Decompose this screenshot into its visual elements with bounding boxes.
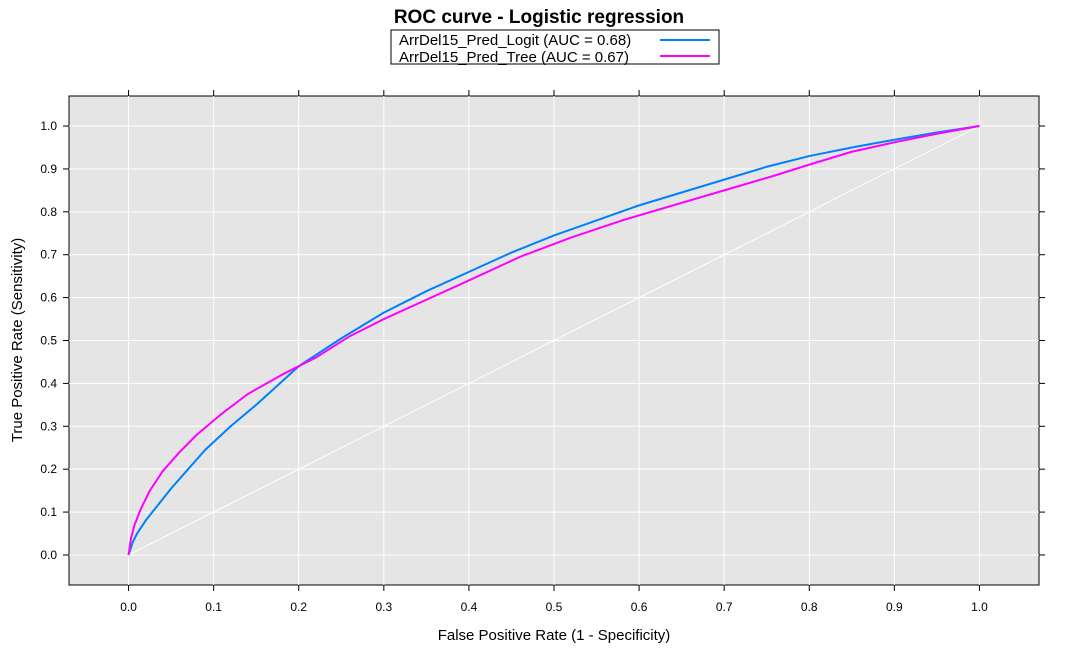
y-tick-label: 0.5: [40, 334, 57, 348]
legend-box: [390, 29, 720, 65]
y-axis-label: True Positive Rate (Sensitivity): [9, 238, 26, 443]
y-tick-label: 0.2: [40, 462, 57, 476]
y-tick-label: 0.9: [40, 162, 57, 176]
x-tick-label: 0.4: [461, 600, 478, 614]
y-tick-label: 0.3: [40, 419, 57, 433]
x-tick-label: 0.2: [290, 600, 307, 614]
reference-diagonal: [128, 125, 980, 556]
grid-lines: [69, 96, 1039, 585]
roc-curves: [127, 125, 980, 556]
y-tick-label: 0.8: [40, 205, 57, 219]
x-tick-label: 0.1: [205, 600, 222, 614]
legend-label-tree: ArrDel15_Pred_Tree (AUC = 0.67): [399, 49, 629, 66]
legend: ArrDel15_Pred_Logit (AUC = 0.68) ArrDel1…: [390, 29, 720, 66]
x-axis-label: False Positive Rate (1 - Specificity): [438, 627, 671, 644]
x-tick-label: 0.9: [886, 600, 903, 614]
x-tick-label: 0.7: [716, 600, 733, 614]
x-tick-label: 0.0: [120, 600, 137, 614]
y-tick-label: 0.4: [40, 376, 57, 390]
roc-curve-tree: [127, 125, 980, 556]
roc-curve-logit: [127, 125, 980, 556]
x-tick-label: 0.5: [546, 600, 563, 614]
x-axis-ticks: 0.0 0.1 0.2 0.3 0.4 0.5 0.6 0.7 0.8 0.9 1.0: [120, 90, 988, 614]
x-tick-label: 0.3: [375, 600, 392, 614]
y-tick-label: 0.7: [40, 248, 57, 262]
chart-title: ROC curve - Logistic regression: [394, 7, 684, 28]
y-tick-label: 0.6: [40, 291, 57, 305]
y-tick-label: 1.0: [40, 119, 57, 133]
y-tick-label: 0.1: [40, 505, 57, 519]
x-tick-label: 1.0: [971, 600, 988, 614]
legend-label-logit: ArrDel15_Pred_Logit (AUC = 0.68): [399, 32, 631, 49]
x-tick-label: 0.6: [631, 600, 648, 614]
x-tick-label: 0.8: [801, 600, 818, 614]
y-axis-ticks: 0.0 0.1 0.2 0.3 0.4 0.5 0.6 0.7 0.8 0.9 1.0: [40, 119, 1045, 562]
y-tick-label: 0.0: [40, 548, 57, 562]
